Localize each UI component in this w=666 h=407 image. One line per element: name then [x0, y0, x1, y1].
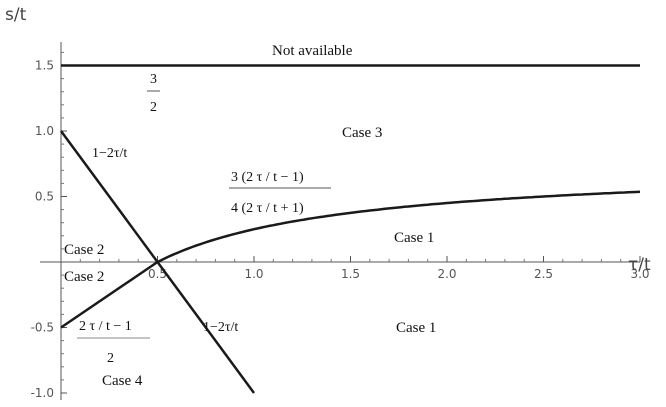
case4-label: Case 4 — [102, 373, 143, 389]
formula-lower-line: 1−2τ/t — [203, 320, 238, 335]
series-layer — [59, 64, 641, 394]
case1-upper-label: Case 1 — [394, 230, 434, 246]
y-axis-label: s/t — [5, 5, 27, 25]
line-series-left-rising — [60, 260, 159, 329]
line-series-curve — [156, 190, 641, 264]
case3-label: Case 3 — [342, 125, 382, 141]
case1-lower-label: Case 1 — [396, 320, 436, 336]
x-axis-label: τ/t — [628, 255, 651, 275]
x-tick-label: 1.5 — [341, 267, 360, 281]
case2-upper-label: Case 2 — [64, 242, 104, 258]
formula-upper-line: 1−2τ/t — [92, 146, 127, 161]
axis-ticks: 0.5 1.0 1.5 2.0 2.5 3.01.51.00.5-0.5-1.0 — [31, 51, 650, 400]
y-tick-label: -0.5 — [31, 321, 54, 335]
x-tick-label: 2.5 — [534, 267, 553, 281]
left-formula-den: 2 — [107, 351, 114, 366]
left-formula-num: 2 τ / t − 1 — [79, 319, 132, 334]
three-halves-num: 3 — [150, 72, 157, 87]
y-tick-label: -1.0 — [31, 386, 54, 400]
curve-formula-den: 4 (2 τ / t + 1) — [231, 201, 304, 216]
curve-formula-num: 3 (2 τ / t − 1) — [231, 170, 304, 185]
y-tick-label: 1.0 — [35, 124, 54, 138]
x-tick-label: 2.0 — [437, 267, 456, 281]
case2-lower-label: Case 2 — [64, 269, 104, 285]
x-tick-label: 3.0 — [630, 267, 649, 281]
y-tick-label: 0.5 — [35, 190, 54, 204]
y-tick-label: 1.5 — [35, 59, 54, 73]
not-available-label: Not available — [272, 43, 353, 59]
three-halves-den: 2 — [150, 100, 157, 115]
x-tick-label: 1.0 — [244, 267, 263, 281]
